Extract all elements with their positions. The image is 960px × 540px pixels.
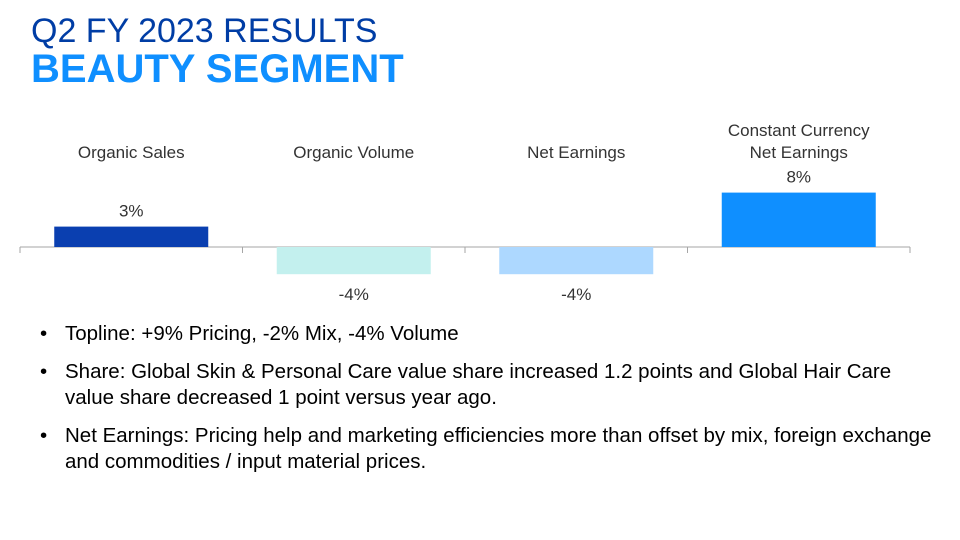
bullet-list: Topline: +9% Pricing, -2% Mix, -4% Volum… bbox=[40, 321, 940, 487]
bullet-topline: Topline: +9% Pricing, -2% Mix, -4% Volum… bbox=[40, 321, 940, 347]
category-label: Net Earnings bbox=[750, 143, 848, 162]
data-label: 8% bbox=[786, 168, 811, 187]
data-label: -4% bbox=[561, 285, 591, 304]
bullet-share: Share: Global Skin & Personal Care value… bbox=[40, 359, 940, 411]
data-label: -4% bbox=[339, 285, 369, 304]
page-title: Q2 FY 2023 RESULTS bbox=[31, 12, 378, 50]
category-label: Organic Sales bbox=[78, 143, 185, 162]
bar bbox=[276, 247, 431, 275]
bar bbox=[499, 247, 654, 275]
bar bbox=[54, 226, 209, 247]
bullet-net-earnings: Net Earnings: Pricing help and marketing… bbox=[40, 423, 940, 475]
category-label: Constant Currency bbox=[728, 121, 870, 140]
page-subtitle: BEAUTY SEGMENT bbox=[31, 47, 404, 91]
category-label: Organic Volume bbox=[293, 143, 414, 162]
category-label: Net Earnings bbox=[527, 143, 625, 162]
results-bar-chart: 3% Organic Sales -4% Organic Volume -4% Net E… bbox=[19, 121, 911, 304]
data-label: 3% bbox=[119, 202, 144, 221]
bar bbox=[721, 192, 876, 247]
